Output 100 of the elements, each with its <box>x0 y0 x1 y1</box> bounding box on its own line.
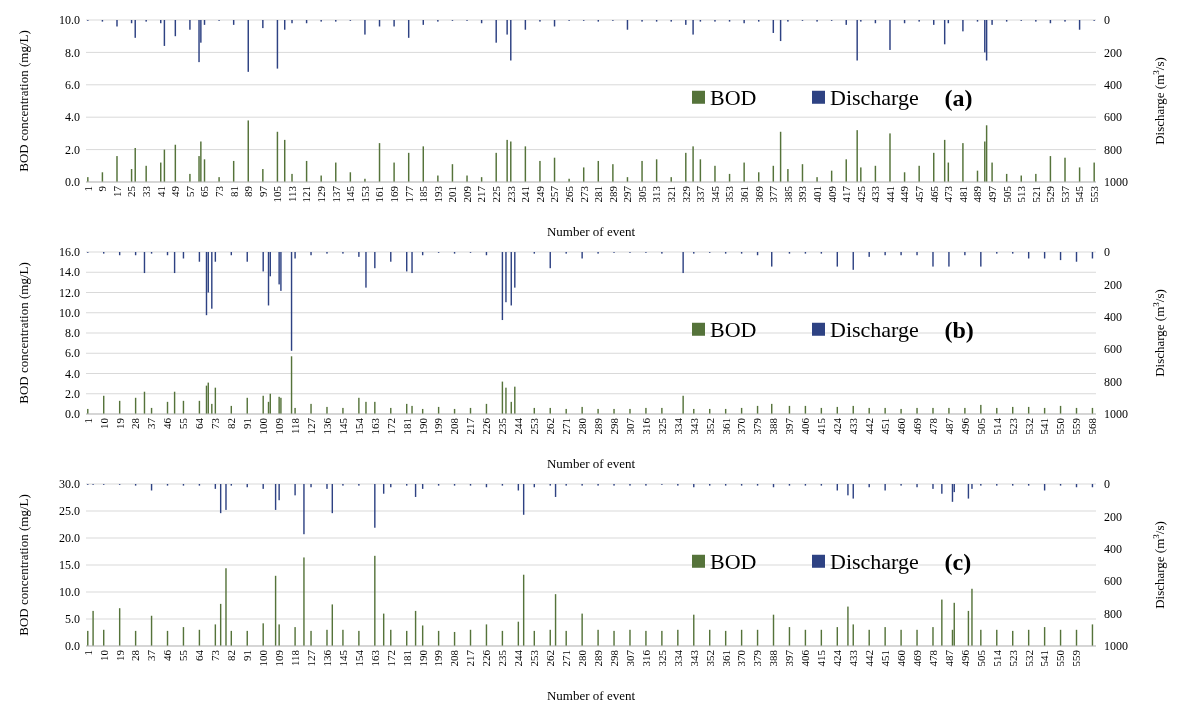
x-tick-label: 505 <box>974 417 987 435</box>
x-tick-label: 425 <box>854 185 867 203</box>
x-tick-label: 369 <box>752 185 765 203</box>
x-tick-label: 487 <box>942 417 955 435</box>
x-tick-label: 265 <box>562 185 575 203</box>
x-tick-label: 201 <box>446 186 459 203</box>
x-tick-label: 361 <box>737 186 750 203</box>
y2-tick-label: 0 <box>1104 13 1110 28</box>
x-tick-label: 469 <box>910 649 923 667</box>
y2-tick-label: 400 <box>1104 542 1122 556</box>
x-tick-label: 415 <box>815 649 828 667</box>
x-tick-label: 154 <box>352 649 365 667</box>
x-tick-label: 249 <box>533 185 546 203</box>
x-tick-label: 497 <box>985 185 998 203</box>
x-tick-label: 82 <box>225 650 238 661</box>
x-tick-label: 489 <box>971 185 984 203</box>
y-tick-label: 4.0 <box>65 110 80 125</box>
x-tick-label: 129 <box>315 185 328 203</box>
x-tick-label: 388 <box>767 649 780 667</box>
x-tick-label: 361 <box>719 418 732 435</box>
x-tick-label: 271 <box>560 418 573 435</box>
x-tick-label: 442 <box>863 650 876 667</box>
x-tick-label: 401 <box>810 186 823 203</box>
x-tick-label: 57 <box>183 185 196 197</box>
x-tick-label: 550 <box>1054 417 1067 435</box>
x-tick-label: 244 <box>512 649 525 667</box>
x-tick-label: 553 <box>1088 185 1101 203</box>
x-tick-label: 334 <box>671 649 684 667</box>
y2-tick-label: 1000 <box>1104 407 1128 422</box>
x-tick-label: 377 <box>767 185 780 203</box>
x-tick-label: 406 <box>799 649 812 667</box>
x-tick-label: 89 <box>242 185 255 197</box>
x-tick-label: 153 <box>358 185 371 203</box>
x-tick-label: 424 <box>831 417 844 435</box>
x-tick-label: 353 <box>723 185 736 203</box>
x-tick-label: 46 <box>161 649 174 661</box>
x-tick-label: 451 <box>878 418 891 435</box>
x-tick-label: 109 <box>272 417 285 435</box>
x-tick-label: 532 <box>1022 650 1035 667</box>
x-tick-label: 457 <box>913 185 926 203</box>
x-tick-label: 226 <box>480 417 493 435</box>
x-tick-label: 161 <box>373 186 386 203</box>
y2-tick-label: 400 <box>1104 310 1122 324</box>
x-tick-label: 433 <box>869 185 882 203</box>
x-tick-label: 199 <box>432 649 445 667</box>
x-tick-label: 505 <box>1000 185 1013 203</box>
y-tick-label: 15.0 <box>59 558 80 573</box>
annotation: (a) <box>944 85 973 112</box>
x-tick-label: 10 <box>97 649 110 661</box>
y2-tick-label: 600 <box>1104 342 1122 357</box>
y-tick-label: 6.0 <box>65 346 80 361</box>
x-tick-label: 118 <box>288 417 301 435</box>
x-tick-label: 343 <box>687 649 700 667</box>
x-tick-label: 82 <box>225 418 238 429</box>
x-tick-label: 550 <box>1054 649 1067 667</box>
x-tick-label: 523 <box>1006 649 1019 667</box>
y2-tick-label: 600 <box>1104 110 1122 125</box>
y2-tick-label: 0 <box>1104 245 1110 260</box>
x-tick-label: 105 <box>271 185 284 203</box>
x-tick-label: 163 <box>368 417 381 435</box>
y-tick-label: 14.0 <box>59 265 80 280</box>
x-tick-label: 199 <box>432 417 445 435</box>
x-tick-label: 379 <box>751 649 764 667</box>
x-tick-label: 109 <box>272 649 285 667</box>
x-tick-label: 388 <box>767 417 780 435</box>
x-tick-label: 163 <box>368 649 381 667</box>
x-tick-label: 136 <box>320 649 333 667</box>
x-tick-label: 118 <box>288 649 301 667</box>
y2-tick-label: 600 <box>1104 574 1122 589</box>
y2-tick-label: 200 <box>1104 45 1122 60</box>
x-tick-label: 337 <box>694 185 707 203</box>
x-tick-label: 1 <box>81 650 94 656</box>
x-tick-label: 449 <box>898 185 911 203</box>
x-tick-label: 19 <box>113 417 126 429</box>
x-tick-label: 209 <box>460 185 473 203</box>
x-tick-label: 409 <box>825 185 838 203</box>
x-tick-label: 28 <box>129 649 142 661</box>
x-tick-label: 397 <box>783 417 796 435</box>
x-tick-label: 81 <box>227 186 240 197</box>
x-tick-label: 41 <box>154 186 167 197</box>
x-tick-label: 334 <box>671 417 684 435</box>
x-tick-label: 172 <box>384 418 397 435</box>
x-tick-label: 113 <box>285 185 298 203</box>
x-tick-label: 298 <box>607 649 620 667</box>
annotation: (c) <box>944 549 972 576</box>
x-tick-label: 127 <box>304 649 317 667</box>
y-tick-label: 25.0 <box>59 504 80 519</box>
x-tick-label: 568 <box>1086 417 1099 435</box>
legend-label: BOD <box>710 317 757 343</box>
x-tick-label: 541 <box>1038 650 1051 667</box>
x-tick-label: 235 <box>496 417 509 435</box>
x-tick-label: 460 <box>894 649 907 667</box>
x-tick-label: 226 <box>480 649 493 667</box>
x-tick-label: 91 <box>241 418 254 429</box>
x-tick-label: 241 <box>519 186 532 203</box>
x-tick-label: 343 <box>687 417 700 435</box>
y2-tick-label: 1000 <box>1104 175 1128 190</box>
y-tick-label: 12.0 <box>59 285 80 300</box>
x-tick-label: 280 <box>575 649 588 667</box>
x-tick-label: 33 <box>140 185 153 197</box>
